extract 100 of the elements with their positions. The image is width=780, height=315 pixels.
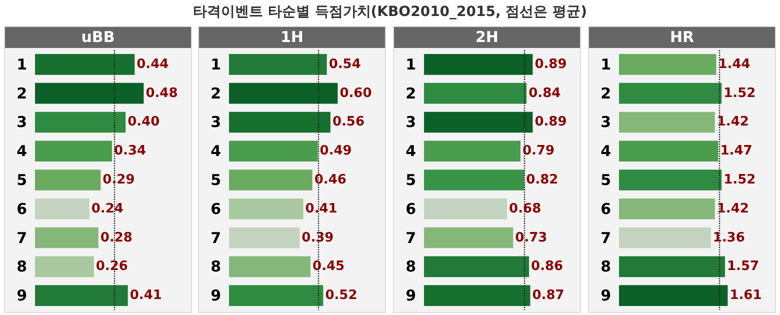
- data-label: 0.49: [320, 144, 352, 159]
- y-tick-label: 3: [16, 113, 27, 132]
- data-label: 1.47: [720, 144, 752, 159]
- data-label: 0.41: [305, 201, 338, 216]
- y-tick-label: 9: [16, 286, 27, 305]
- data-label: 1.52: [724, 86, 756, 101]
- data-label: 0.68: [509, 201, 542, 216]
- y-tick-label: 8: [16, 258, 27, 276]
- y-tick-label: 7: [210, 228, 221, 247]
- data-label: 0.41: [130, 288, 162, 304]
- bar: [229, 227, 300, 248]
- bar: [35, 256, 94, 278]
- data-label: 1.52: [724, 172, 756, 188]
- y-tick-label: 2: [210, 84, 221, 102]
- data-label: 0.84: [528, 86, 561, 101]
- bar: [35, 227, 98, 248]
- data-label: 0.24: [91, 201, 124, 216]
- y-tick-label: 7: [16, 228, 27, 247]
- bar: [424, 198, 508, 220]
- chart-title: HR: [589, 27, 775, 48]
- y-tick-label: 6: [16, 200, 27, 218]
- data-label: 0.60: [340, 86, 372, 101]
- y-tick-label: 2: [600, 84, 611, 102]
- bar: [619, 82, 722, 104]
- bar: [424, 227, 514, 248]
- y-tick-label: 9: [406, 286, 416, 305]
- y-tick-label: 5: [406, 171, 416, 189]
- bar: [424, 82, 527, 104]
- bar: [619, 256, 725, 278]
- y-tick-label: 4: [16, 142, 27, 160]
- y-tick-label: 9: [600, 286, 611, 305]
- data-label: 1.57: [726, 259, 760, 274]
- y-tick-label: 1: [210, 55, 221, 74]
- bar: [619, 140, 718, 162]
- y-tick-label: 5: [600, 171, 611, 189]
- data-label: 1.44: [718, 56, 750, 72]
- bar: [619, 54, 716, 75]
- data-label: 0.48: [146, 86, 178, 101]
- bar: [229, 140, 318, 162]
- y-tick-label: 1: [406, 55, 416, 74]
- bar: [229, 170, 312, 190]
- data-label: 0.39: [302, 230, 334, 246]
- y-tick-label: 6: [210, 200, 221, 218]
- bar: [35, 285, 128, 306]
- data-label: 0.73: [515, 230, 548, 246]
- y-tick-label: 4: [406, 142, 416, 160]
- bar: [619, 227, 711, 248]
- bar: [229, 256, 311, 278]
- bar: [424, 170, 524, 190]
- y-tick-label: 6: [600, 200, 611, 218]
- data-label: 0.28: [100, 230, 132, 246]
- data-label: 0.86: [531, 259, 564, 274]
- data-label: 0.82: [526, 172, 558, 188]
- bar: [229, 285, 324, 306]
- data-label: 0.46: [314, 172, 346, 188]
- data-label: 0.89: [534, 114, 567, 130]
- chart-title: 2H: [394, 27, 580, 48]
- data-label: 1.42: [716, 114, 749, 130]
- chart-title: uBB: [5, 27, 191, 48]
- bar: [229, 82, 338, 104]
- bar: [619, 198, 715, 220]
- y-tick-label: 3: [406, 113, 416, 132]
- y-tick-label: 7: [600, 228, 611, 247]
- bar: [229, 112, 330, 133]
- y-tick-label: 1: [16, 55, 27, 74]
- bar: [619, 170, 722, 190]
- y-tick-label: 6: [406, 200, 416, 218]
- y-tick-label: 3: [210, 113, 221, 132]
- data-label: 0.40: [128, 114, 160, 130]
- data-label: 0.54: [328, 56, 361, 72]
- y-tick-label: 4: [600, 142, 611, 160]
- bar: [35, 140, 112, 162]
- bar: [35, 54, 135, 75]
- bar: [619, 112, 715, 133]
- bar: [35, 112, 126, 133]
- y-tick-label: 1: [600, 55, 611, 74]
- bar: [35, 198, 90, 220]
- data-label: 0.52: [325, 288, 358, 304]
- y-tick-label: 8: [210, 258, 221, 276]
- bar: [424, 256, 530, 278]
- y-tick-label: 8: [406, 258, 416, 276]
- data-label: 0.56: [332, 114, 365, 130]
- data-label: 0.29: [102, 172, 135, 188]
- data-label: 0.44: [136, 56, 169, 72]
- y-tick-label: 3: [600, 113, 611, 132]
- data-label: 1.61: [730, 288, 762, 304]
- y-tick-label: 9: [210, 286, 221, 305]
- y-tick-label: 5: [16, 171, 27, 189]
- data-label: 0.26: [96, 259, 128, 274]
- bar: [424, 285, 530, 306]
- data-label: 0.79: [522, 144, 555, 159]
- y-tick-label: 2: [406, 84, 416, 102]
- bar: [35, 82, 144, 104]
- bar: [424, 54, 533, 75]
- bar: [619, 285, 728, 306]
- data-label: 0.34: [114, 144, 146, 159]
- data-label: 1.36: [712, 230, 745, 246]
- y-tick-label: 8: [600, 258, 611, 276]
- data-label: 0.89: [534, 56, 567, 72]
- bar: [424, 112, 533, 133]
